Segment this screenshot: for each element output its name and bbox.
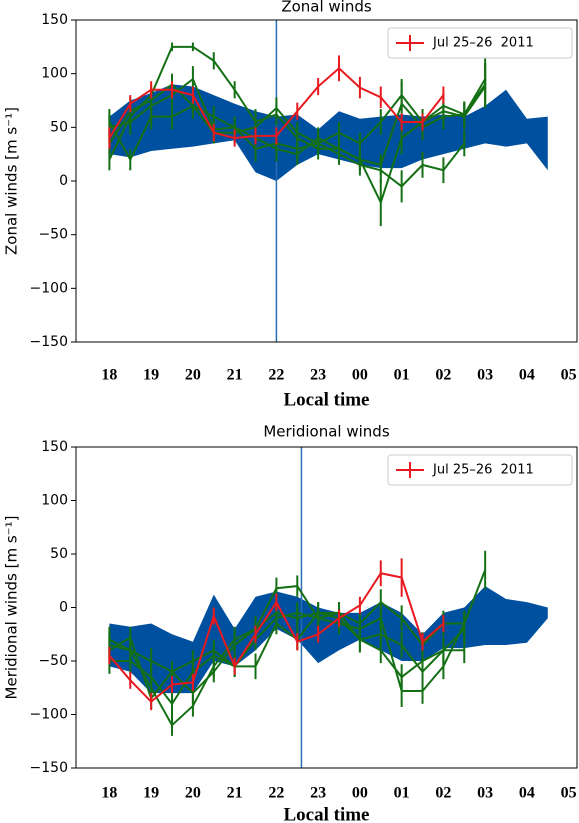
legend-box (387, 454, 573, 486)
y-tick-label: −150 (30, 760, 68, 776)
legend-label: Jul 25–26 2011 (432, 463, 534, 478)
x-tick-label: 00 (352, 785, 368, 802)
x-tick-label: 05 (561, 367, 577, 384)
y-tick-label: 100 (41, 493, 68, 509)
x-tick-label: 02 (435, 367, 451, 384)
chart-title: Meridional winds (263, 423, 389, 441)
x-tick-label: 21 (227, 367, 243, 384)
range-band (109, 84, 548, 181)
legend-label: Jul 25–26 2011 (432, 36, 534, 51)
x-tick-label: 04 (519, 367, 535, 384)
y-tick-label: 100 (41, 66, 68, 82)
x-tick-label: 18 (101, 367, 117, 384)
y-tick-label: −50 (38, 227, 68, 243)
y-tick-label: 0 (59, 600, 68, 616)
y-tick-label: −100 (30, 707, 68, 723)
x-tick-label: 20 (185, 785, 201, 802)
y-tick-label: 150 (41, 439, 68, 455)
x-tick-label: 20 (185, 367, 201, 384)
y-tick-label: 50 (50, 119, 68, 135)
x-axis-label: Local time (283, 804, 369, 823)
y-tick-label: 0 (59, 173, 68, 189)
x-tick-label: 19 (143, 367, 159, 384)
range-band (109, 586, 548, 694)
x-tick-label: 21 (227, 785, 243, 802)
y-tick-label: −150 (30, 334, 68, 350)
x-tick-label: 03 (477, 367, 493, 384)
series-line (109, 77, 466, 188)
y-tick-label: −50 (38, 653, 68, 669)
legend-box (387, 27, 573, 59)
y-tick-label: 150 (41, 12, 68, 28)
x-tick-label: 18 (101, 785, 117, 802)
x-tick-label: 02 (435, 785, 451, 802)
x-tick-label: 23 (310, 785, 326, 802)
x-tick-label: 22 (268, 785, 284, 802)
x-tick-label: 05 (561, 785, 577, 802)
y-axis-label: Meridional winds [m s⁻¹] (3, 516, 21, 700)
x-tick-label: 00 (352, 367, 368, 384)
series-line (109, 611, 465, 706)
x-tick-label: 03 (477, 785, 493, 802)
x-tick-label: 19 (143, 785, 159, 802)
y-tick-label: −100 (30, 280, 68, 296)
series-line (109, 611, 465, 695)
x-tick-label: 01 (394, 785, 410, 802)
y-tick-label: 50 (50, 546, 68, 562)
x-axis-label: Local time (283, 389, 369, 410)
y-axis-label: Zonal winds [m s⁻¹] (3, 107, 21, 255)
x-tick-label: 23 (310, 367, 326, 384)
x-tick-label: 22 (268, 367, 284, 384)
x-tick-label: 04 (519, 785, 535, 802)
chart-title: Zonal winds (281, 0, 372, 16)
axes-frame (75, 19, 578, 343)
x-tick-label: 01 (394, 367, 410, 384)
